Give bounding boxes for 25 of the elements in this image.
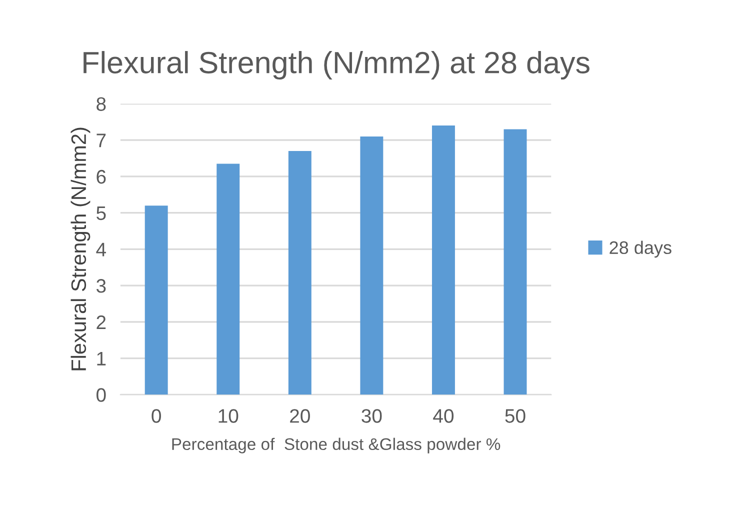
x-axis-title: Percentage of Stone dust &Glass powder % <box>172 438 500 454</box>
y-tick-label: 8 <box>96 97 106 111</box>
legend-label: 28 days <box>610 240 672 258</box>
bar <box>360 136 384 395</box>
y-tick-label: 3 <box>96 279 106 293</box>
y-tick-label: 7 <box>96 134 106 148</box>
y-tick-label: 0 <box>96 388 106 402</box>
y-tick-label: 4 <box>96 242 106 256</box>
y-axis-title: Flexural Strength (N/mm2) <box>70 128 90 370</box>
x-tick-label: 20 <box>290 409 310 423</box>
y-tick-label: 2 <box>96 315 106 329</box>
x-tick-label: 40 <box>433 409 454 423</box>
bar <box>288 151 312 395</box>
y-tick-label: 5 <box>96 206 106 220</box>
y-tick-label: 6 <box>96 170 106 184</box>
x-tick-label: 50 <box>505 409 526 423</box>
chart-title: Flexural Strength (N/mm2) at 28 days <box>84 51 590 80</box>
y-tick-label: 1 <box>97 352 106 366</box>
x-tick-label: 0 <box>152 409 161 423</box>
bar <box>216 164 240 395</box>
bar <box>432 126 455 395</box>
x-tick-label: 10 <box>218 409 238 423</box>
bar <box>144 206 168 395</box>
bar <box>504 129 527 395</box>
x-tick-label: 30 <box>362 409 382 423</box>
